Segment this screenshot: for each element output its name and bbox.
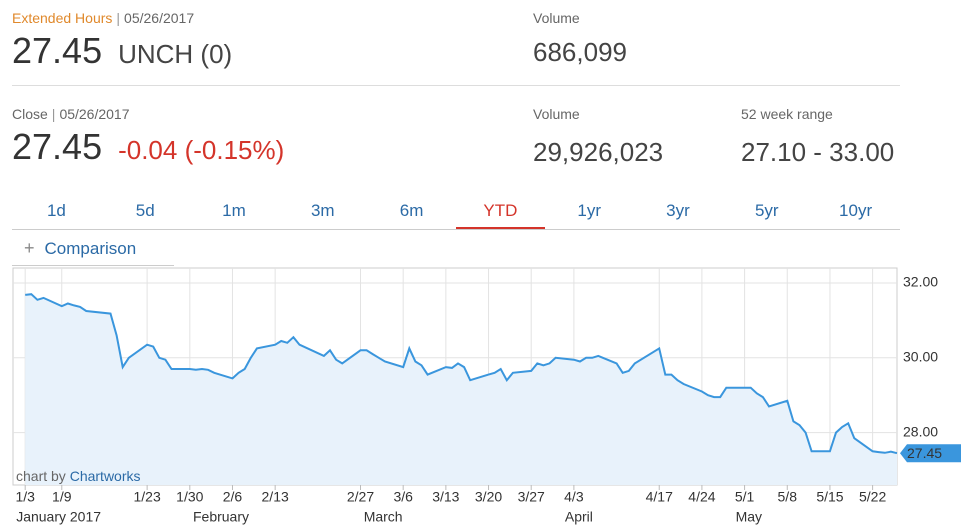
- close-label: Close: [12, 106, 48, 122]
- tab[interactable]: 5yr: [754, 201, 779, 220]
- x-tick-label: 1/30: [176, 489, 203, 505]
- month-label: March: [364, 509, 403, 525]
- extended-quote: 27.45 UNCH (0): [12, 30, 232, 72]
- volume-value: 29,926,023: [533, 137, 664, 167]
- close-price: 27.45: [12, 126, 103, 167]
- month-label: February: [193, 509, 249, 525]
- month-label: April: [565, 509, 593, 525]
- y-tick-label: 28.00: [903, 423, 938, 439]
- area: [25, 294, 897, 485]
- volume-label: Volume: [533, 106, 580, 122]
- tab[interactable]: 1d: [46, 201, 66, 220]
- tab[interactable]: YTD: [455, 196, 545, 229]
- close-header: Close | 05/26/2017: [12, 106, 130, 122]
- x-tick-label: 3/6: [393, 489, 413, 505]
- extended-header: Extended Hours | 05/26/2017: [12, 10, 195, 26]
- x-tick-label: 4/24: [688, 489, 715, 505]
- extended-price: 27.45: [12, 30, 103, 71]
- x-tick-label: 3/27: [518, 489, 545, 505]
- tab[interactable]: 6m: [399, 201, 424, 220]
- extended-label: Extended Hours: [12, 10, 113, 26]
- chart-credit: chart by Chartworks: [16, 468, 141, 484]
- last-price-label: 27.45: [907, 445, 942, 461]
- price-line: [25, 293, 898, 455]
- volume-value: 686,099: [533, 37, 627, 67]
- divider: [12, 85, 900, 86]
- tab[interactable]: 10yr: [839, 201, 873, 220]
- tab[interactable]: 3yr: [666, 201, 690, 220]
- month-label: May: [736, 509, 762, 525]
- month-label: January 2017: [16, 509, 101, 525]
- tab[interactable]: 1yr: [577, 201, 601, 220]
- y-tick-label: 32.00: [903, 274, 938, 290]
- last-price-marker: [900, 444, 961, 463]
- x-tick-label: 5/15: [816, 489, 843, 505]
- x-tick-label: 2/27: [347, 489, 374, 505]
- x-tick-label: 1/3: [15, 489, 35, 505]
- x-tick-label: 3/13: [432, 489, 459, 505]
- x-tick-label: 2/13: [262, 489, 289, 505]
- tab[interactable]: 5d: [135, 201, 155, 220]
- tab[interactable]: 1m: [222, 201, 246, 220]
- range-value: 27.10 - 33.00: [741, 137, 895, 167]
- y-tick-label: 30.00: [903, 348, 938, 364]
- credit-link[interactable]: Chartworks: [70, 468, 141, 484]
- close-date: 05/26/2017: [59, 106, 130, 122]
- extended-date: 05/26/2017: [124, 10, 195, 26]
- close-change: -0.04 (-0.15%): [118, 135, 285, 165]
- volume-label: Volume: [533, 10, 580, 26]
- extended-change: UNCH (0): [118, 39, 233, 69]
- tab[interactable]: 3m: [310, 201, 335, 220]
- x-tick-label: 2/6: [223, 489, 243, 505]
- x-tick-label: 5/22: [859, 489, 886, 505]
- credit-prefix: chart by: [16, 468, 66, 484]
- comparison-label[interactable]: Comparison: [44, 239, 137, 258]
- x-tick-label: 4/17: [646, 489, 673, 505]
- comparison-button[interactable]: + Comparison: [12, 235, 174, 266]
- x-tick-label: 4/3: [564, 489, 584, 505]
- x-tick-label: 3/20: [475, 489, 502, 505]
- x-tick-label: 5/1: [735, 489, 755, 505]
- x-tick-label: 1/9: [52, 489, 72, 505]
- x-tick-label: 5/8: [778, 489, 798, 505]
- x-tick-label: 1/23: [133, 489, 160, 505]
- range-label: 52 week range: [741, 106, 833, 122]
- close-quote: 27.45 -0.04 (-0.15%): [12, 126, 284, 168]
- range-tabs: 1d 5d 1m 3m 6m YTD 1yr 3yr 5yr 10yr: [12, 196, 900, 230]
